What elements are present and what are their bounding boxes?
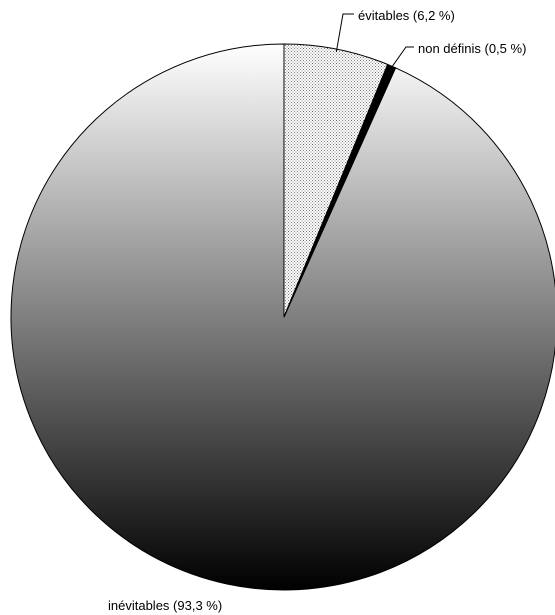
slice-label-inevitables: inévitables (93,3 %) [108,598,222,613]
slice-label-evitables: évitables (6,2 %) [358,8,455,23]
leader-line-non-definis [390,46,414,70]
leader-line-evitables [335,13,354,53]
slice-label-non-definis: non définis (0,5 %) [418,41,526,56]
pie-slice-inevitables [10,43,555,591]
pie-slice-non-definis [283,63,397,318]
